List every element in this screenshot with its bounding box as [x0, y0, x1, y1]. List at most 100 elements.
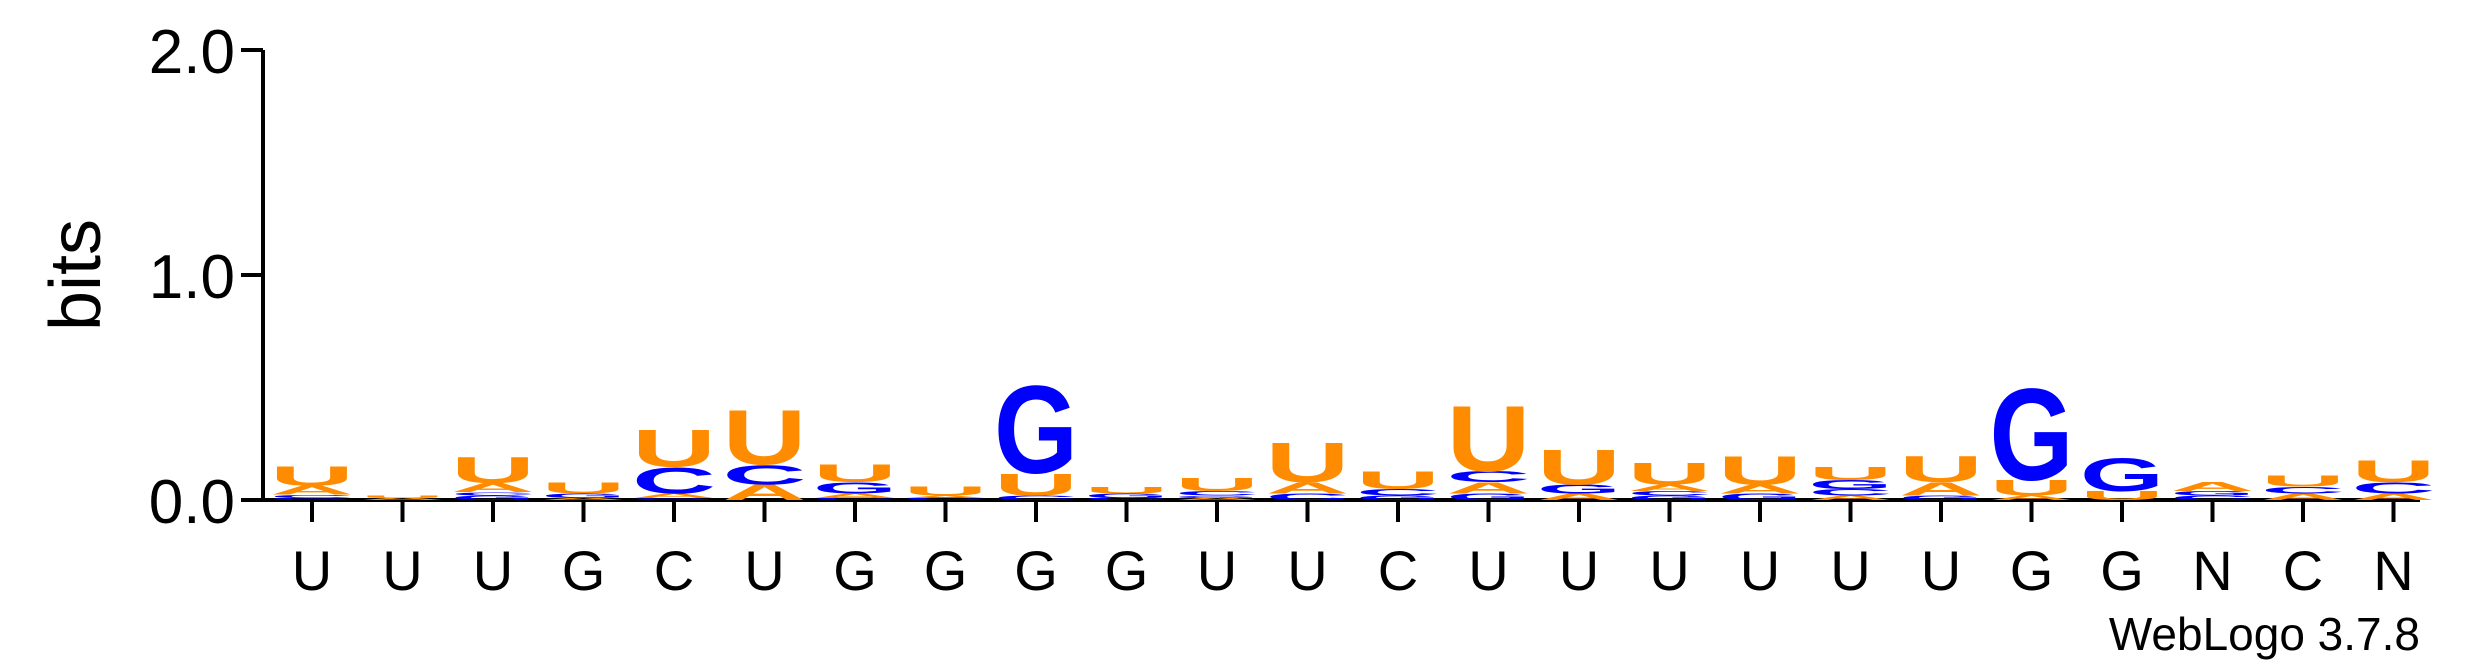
y-axis-label: bits — [36, 219, 116, 331]
x-tick-label: C — [654, 539, 694, 602]
logo-letter-C: C — [2170, 494, 2254, 501]
logo-letter-C: C — [903, 497, 987, 500]
logo-letter-G: G — [2171, 490, 2255, 497]
logo-letter-G: G — [1447, 492, 1531, 502]
y-tick-label: 1.0 — [149, 243, 235, 312]
logo-letter-A: A — [1266, 479, 1350, 497]
x-tick-label: G — [833, 539, 877, 602]
logo-letter-G: G — [542, 492, 626, 499]
logo-letter-C: C — [1265, 492, 1349, 502]
logo-letter-A: A — [1175, 497, 1259, 500]
x-tick-label: N — [2192, 539, 2232, 602]
logo-letter-G: G — [270, 497, 354, 500]
logo-letter-U: U — [1718, 448, 1802, 493]
logo-letter-C: C — [1808, 487, 1892, 497]
logo-letter-G: G — [451, 494, 535, 501]
logo-letter-G: G — [1085, 492, 1169, 499]
logo-letter-U: U — [1266, 432, 1350, 495]
y-tick-label: 2.0 — [149, 18, 235, 87]
weblogo-footer: WebLogo 3.7.8 — [2109, 608, 2420, 660]
x-tick-label: G — [562, 539, 606, 602]
logo-letter-U: U — [1084, 485, 1168, 495]
x-tick-label: U — [473, 539, 513, 602]
x-tick-label: C — [2283, 539, 2323, 602]
logo-letter-C: C — [632, 460, 716, 502]
logo-letter-G: G — [1628, 494, 1712, 501]
logo-letter-A: A — [903, 495, 987, 498]
x-tick-label: G — [1105, 539, 1149, 602]
logo-letter-U: U — [904, 484, 988, 498]
x-tick-label: G — [2010, 539, 2054, 602]
logo-letter-C: C — [722, 459, 806, 491]
x-tick-label: U — [1740, 539, 1780, 602]
logo-letter-A: A — [451, 481, 535, 495]
x-tick-label: G — [924, 539, 968, 602]
logo-letter-C: C — [451, 491, 535, 496]
logo-letter-U: U — [1628, 456, 1712, 491]
logo-letter-A: A — [2171, 480, 2255, 494]
x-tick-label: U — [1649, 539, 1689, 602]
logo-letter-U: U — [1537, 439, 1621, 495]
x-tick-label: U — [1287, 539, 1327, 602]
logo-letter-A: A — [360, 497, 444, 500]
logo-letter-C: C — [2261, 485, 2345, 495]
logo-letter-A: A — [632, 492, 716, 499]
logo-letter-U: U — [2261, 472, 2345, 490]
logo-letter-U: U — [360, 495, 444, 498]
y-tick-label: 0.0 — [149, 468, 235, 537]
x-tick-label: U — [1921, 539, 1961, 602]
logo-letter-U: U — [723, 393, 807, 481]
logo-letter-U: U — [1899, 449, 1983, 491]
x-tick-label: U — [1559, 539, 1599, 602]
logo-letter-U: U — [2352, 454, 2436, 489]
logo-letter-C: C — [2352, 479, 2436, 497]
logo-letter-A: A — [1989, 494, 2073, 501]
logo-letter-U: U — [1809, 463, 1893, 484]
logo-letter-A: A — [2351, 492, 2435, 502]
logo-letter-A: A — [1627, 483, 1711, 493]
x-tick-label: U — [1830, 539, 1870, 602]
logo-letter-A: A — [270, 483, 354, 497]
logo-letter-C: C — [1447, 468, 1531, 486]
logo-letter-G: G — [2080, 449, 2164, 501]
logo-letter-G: G — [994, 360, 1078, 500]
logo-letter-U: U — [542, 479, 626, 497]
logo-letter-G: G — [632, 497, 716, 500]
logo-letter-G: G — [1175, 495, 1259, 498]
logo-letter-C: C — [1627, 490, 1711, 497]
logo-letter-G: G — [1990, 362, 2074, 508]
x-tick-label: U — [292, 539, 332, 602]
logo-letter-C: C — [270, 494, 354, 499]
x-tick-label: N — [2373, 539, 2413, 602]
x-tick-label: U — [744, 539, 784, 602]
x-tick-label: G — [1014, 539, 1058, 602]
x-tick-label: C — [1378, 539, 1418, 602]
logo-letter-U: U — [2080, 489, 2164, 503]
logo-letter-A: A — [1808, 494, 1892, 501]
logo-letter-G: G — [1356, 494, 1440, 501]
logo-letter-C: C — [994, 494, 1078, 501]
logo-letter-C: C — [1175, 490, 1259, 497]
logo-letter-C: C — [1356, 487, 1440, 497]
logo-letter-U: U — [451, 450, 535, 492]
x-tick-label: U — [1197, 539, 1237, 602]
logo-letter-A: A — [813, 492, 897, 499]
logo-letter-C: C — [813, 497, 897, 500]
logo-letter-G: G — [1537, 482, 1621, 496]
logo-letter-U: U — [270, 460, 354, 492]
logo-letter-C: C — [1084, 497, 1168, 500]
logo-letter-A: A — [1447, 479, 1531, 497]
logo-letter-U: U — [1175, 474, 1259, 495]
logo-letter-G: G — [813, 479, 897, 496]
logo-letter-U: U — [1356, 466, 1440, 494]
logo-letter-U: U — [994, 468, 1078, 503]
logo-letter-A: A — [1537, 492, 1621, 502]
logo-letter-A: A — [2261, 492, 2345, 502]
logo-letter-G: G — [1718, 492, 1802, 502]
x-tick-label: G — [2100, 539, 2144, 602]
logo-letter-U: U — [632, 419, 716, 478]
logo-letter-U: U — [1447, 386, 1531, 491]
